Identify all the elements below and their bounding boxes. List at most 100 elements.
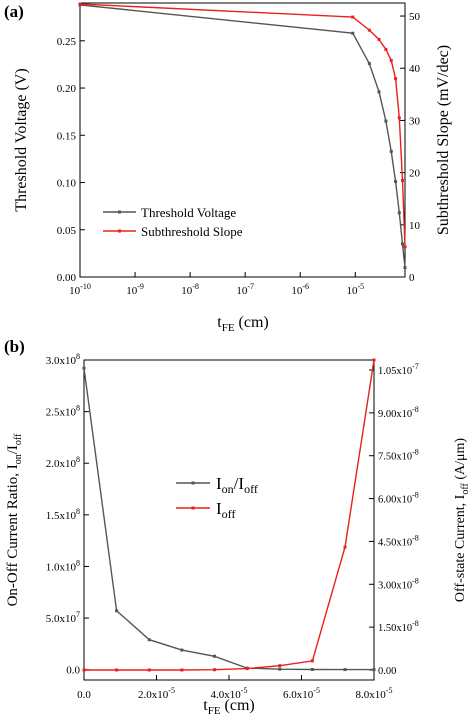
panel-a-left-y-title: Threshold Voltage (V) [13,68,30,211]
panel-a-series-line-2 [79,3,406,247]
panel-b-data-point [82,668,86,672]
panel-a: (a) 10-10 10-9 10-8 10-7 10-6 10-5 0.000.050.… [4,2,452,334]
panel-b-x-tick-label: 2.0x10-5 [138,686,175,701]
panel-a-data-point [400,242,404,246]
panel-b-legend-label: Ion/Ioff [216,474,258,496]
panel-a-legend: Threshold Voltage Subthreshold Slope [103,205,243,239]
panel-a-data-point [351,31,355,35]
panel-a-x-tick-label: 10-7 [236,282,254,297]
panel-b-data-point [213,668,216,672]
panel-b-data-point [310,659,314,663]
panel-b-data-point [82,366,86,370]
panel-a-x-title: tFE (cm) [217,314,269,334]
panel-a-right-y-tick-label: 50 [409,11,421,23]
panel-a-x-tick-label: 10-8 [181,282,199,297]
panel-b-data-point [147,638,151,642]
panel-b-left-y-tick-label: 2.0x108 [46,455,80,470]
panel-b-series-line-2 [84,359,375,671]
panel-a-legend-label: Subthreshold Slope [141,224,243,239]
panel-a-data-point [403,245,407,249]
panel-b-data-point [115,668,119,672]
panel-a-right-y-tick-label: 0 [409,272,415,284]
panel-b-legend-marker [191,506,195,510]
panel-a-data-point [377,90,381,94]
panel-a-legend-marker [118,229,121,233]
panel-b-data-point [278,667,282,671]
panel-b-right-y-tick-label: 4.50x10-8 [378,533,419,548]
panel-b-data-point [245,667,249,671]
panel-a-data-point [397,211,401,215]
panel-b-x-title: tFE (cm) [203,697,255,717]
panel-b-data-point [343,668,347,672]
panel-a-data-point [78,2,82,6]
panel-b-left-y-tick-label: 0.0 [66,665,80,677]
panel-a-data-point [367,61,371,65]
panel-b-left-y-tick-label: 2.5x108 [46,404,80,419]
panel-a-data-point [351,15,355,19]
panel-b-left-y-tick-label: 1.0x108 [46,558,80,573]
panel-a-data-point [367,28,371,32]
panel-a-x-ticks: 10-10 10-9 10-8 10-7 10-6 10-5 [69,272,364,297]
panel-a-right-y-tick-label: 10 [409,220,421,232]
panel-b-data-point [147,668,151,672]
panel-b: (b) 0.0 2.0x10-5 4.0x10-5 6.0x10-5 8.0x10-5 … [4,337,471,717]
panel-a-left-y-tick-label: 0.10 [57,178,77,190]
panel-a-data-point [384,47,388,51]
panel-a-left-y-tick-label: 0.20 [57,83,77,95]
panel-b-right-y-tick-label: 6.00x10-8 [378,491,419,506]
panel-b-x-tick-label: 4.0x10-5 [211,686,248,701]
panel-b-right-y-tick-label: 3.00x10-8 [378,576,419,591]
panel-b-data-point [180,668,184,672]
panel-a-x-tick-label: 10-9 [126,282,144,297]
panel-b-legend-marker [191,481,195,485]
panel-a-left-y-tick-label: 0.15 [57,130,77,142]
panel-a-x-tick-label: 10-5 [346,282,364,297]
panel-b-data-point [310,667,314,671]
panel-a-series [78,2,407,270]
panel-b-legend-label: Ioff [216,499,235,521]
panel-b-right-y-tick-label: 9.00x10-8 [378,405,419,420]
panel-a-data-point [377,38,381,42]
panel-b-series [82,358,376,672]
panel-b-label: (b) [4,337,25,356]
panel-b-left-y-title: On-Off Current Ratio, Ion/Ioff [5,433,24,607]
panel-b-right-y-title: Off-state Current, Ioff (A/μm) [453,438,471,602]
panel-a-label: (a) [4,2,24,21]
panel-a-left-y-tick-label: 0.00 [57,272,77,284]
panel-b-data-point [278,664,282,668]
panel-b-x-tick-label: 6.0x10-5 [283,686,320,701]
panel-b-right-y-tick-label: 0.00 [378,666,396,677]
panel-a-right-y-tick-label: 40 [409,63,421,75]
panel-a-legend-label: Threshold Voltage [141,205,236,220]
panel-b-left-y-tick-label: 1.5x108 [46,507,80,522]
panel-a-left-y-ticks: 0.00 0.05 0.10 0.15 0.20 0.25 [57,36,85,284]
panel-b-right-y-tick-label: 1.05x10-7 [378,362,419,377]
panel-a-series-line-1 [79,4,406,268]
panel-b-data-point [343,545,347,549]
panel-b-right-y-tick-label: 7.50x10-8 [378,448,419,463]
panel-a-x-tick-label: 10-10 [69,282,91,297]
panel-b-x-tick-label: 0.0 [77,689,91,701]
panel-b-x-ticks: 0.0 2.0x10-5 4.0x10-5 6.0x10-5 8.0x10-5 [77,675,392,701]
panel-a-left-y-tick-label: 0.25 [57,36,77,48]
panel-b-left-y-tick-label: 5.0x107 [46,610,80,625]
panel-b-data-point [372,668,376,672]
panel-a-data-point [394,77,398,81]
panel-a-plot-frame [79,2,406,278]
panel-a-data-point [389,149,393,153]
panel-b-data-point [115,609,119,613]
panel-a-data-point [397,116,401,120]
panel-b-left-y-tick-label: 3.0x108 [46,352,80,367]
panel-b-left-y-ticks: 0.0 5.0x107 1.0x108 1.5x108 2.0x108 2.5x108 3.… [46,352,89,677]
panel-a-data-point [400,178,404,182]
panel-b-x-tick-label: 8.0x10-5 [356,686,393,701]
panel-b-legend: Ion/Ioff Ioff [176,474,258,521]
panel-b-data-point [213,654,216,658]
panel-a-data-point [394,180,398,184]
panel-b-right-y-tick-label: 1.50x10-8 [378,619,419,634]
panel-b-right-y-ticks: 0.00 1.50x10-8 3.00x10-8 4.50x10-8 6.00x10-8… [369,362,419,677]
panel-a-right-y-tick-label: 20 [409,168,421,180]
panel-a-data-point [384,119,388,123]
panel-b-data-point [180,648,184,652]
